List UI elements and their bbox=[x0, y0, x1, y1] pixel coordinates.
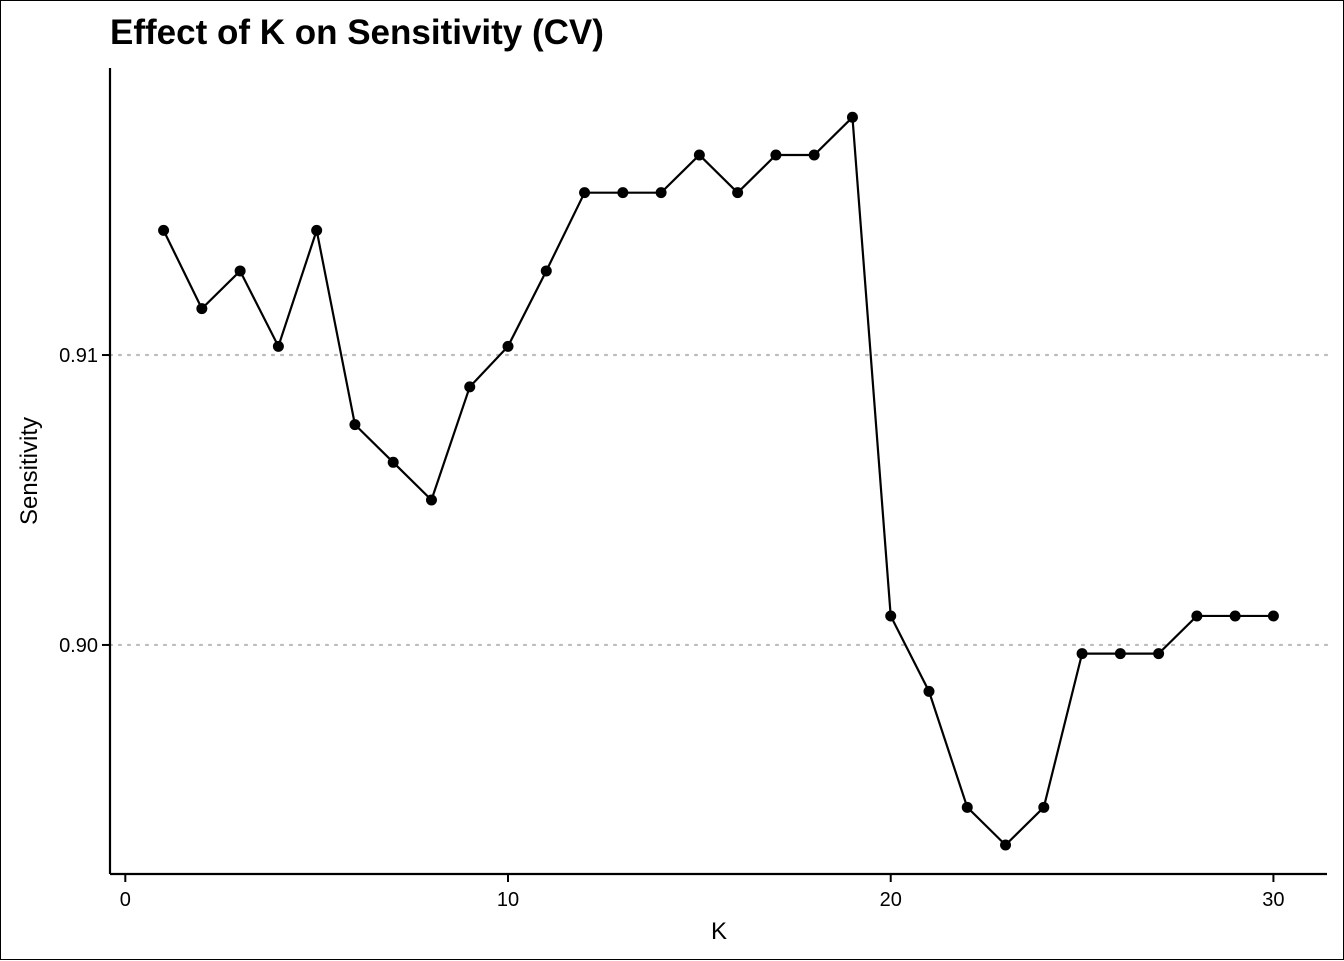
data-point bbox=[693, 149, 705, 161]
data-point bbox=[1191, 610, 1203, 622]
y-tick-label: 0.91 bbox=[59, 345, 98, 367]
data-point bbox=[885, 610, 897, 622]
data-point bbox=[617, 187, 629, 199]
data-point bbox=[808, 149, 820, 161]
x-tick-label: 10 bbox=[497, 889, 519, 911]
data-point bbox=[1153, 648, 1165, 660]
data-point bbox=[1114, 648, 1126, 660]
data-point bbox=[387, 456, 399, 468]
data-point bbox=[961, 801, 973, 813]
data-point bbox=[234, 265, 246, 277]
y-axis-label: Sensitivity bbox=[16, 417, 43, 525]
data-point bbox=[272, 340, 284, 352]
data-point bbox=[579, 187, 591, 199]
data-point bbox=[732, 187, 744, 199]
data-point bbox=[1038, 801, 1050, 813]
data-point bbox=[1229, 610, 1241, 622]
x-axis-label: K bbox=[711, 918, 727, 945]
data-point bbox=[1267, 610, 1279, 622]
data-point bbox=[464, 381, 476, 393]
data-point bbox=[770, 149, 782, 161]
data-point bbox=[349, 419, 361, 431]
data-point bbox=[311, 224, 323, 236]
data-point bbox=[502, 340, 514, 352]
data-point bbox=[846, 111, 858, 123]
x-tick-label: 0 bbox=[120, 889, 131, 911]
series-layer bbox=[158, 111, 1279, 851]
data-point bbox=[923, 685, 935, 697]
data-point bbox=[655, 187, 667, 199]
axis-ticks: 0.90 0.91 0 10 20 30 bbox=[59, 345, 1284, 911]
data-point bbox=[1076, 648, 1088, 660]
grid-lines bbox=[108, 353, 1331, 647]
data-point bbox=[1000, 839, 1012, 851]
data-point bbox=[425, 494, 437, 506]
x-tick-label: 20 bbox=[880, 889, 902, 911]
data-point bbox=[158, 224, 170, 236]
chart-title: Effect of K on Sensitivity (CV) bbox=[110, 13, 604, 52]
x-tick-label: 30 bbox=[1262, 889, 1284, 911]
data-point bbox=[196, 303, 208, 315]
y-tick-label: 0.90 bbox=[59, 635, 98, 657]
data-point bbox=[540, 265, 552, 277]
series-line bbox=[162, 114, 1274, 847]
